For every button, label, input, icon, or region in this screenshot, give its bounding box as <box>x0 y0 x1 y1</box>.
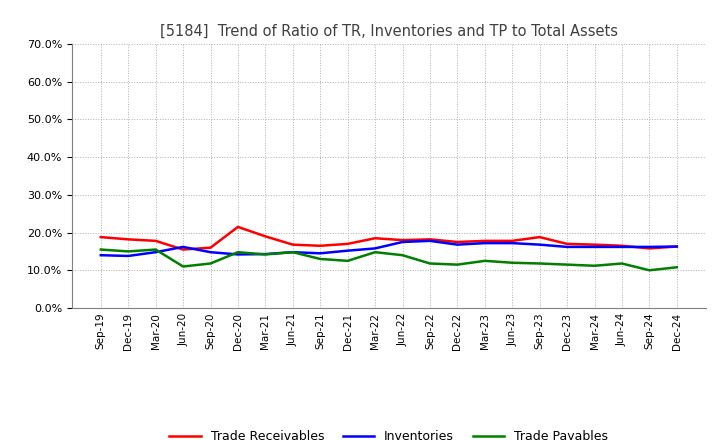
Inventories <box>124 253 132 259</box>
Inventories <box>453 242 462 247</box>
Title: [5184]  Trend of Ratio of TR, Inventories and TP to Total Assets: [5184] Trend of Ratio of TR, Inventories… <box>160 24 618 39</box>
Trade Payables <box>371 249 379 255</box>
Trade Payables <box>536 261 544 266</box>
Legend: Trade Receivables, Inventories, Trade Payables: Trade Receivables, Inventories, Trade Pa… <box>164 425 613 440</box>
Trade Payables <box>206 261 215 266</box>
Inventories <box>261 251 270 257</box>
Trade Receivables <box>371 235 379 241</box>
Inventories <box>590 244 599 249</box>
Trade Payables <box>508 260 516 265</box>
Trade Receivables <box>261 234 270 239</box>
Inventories <box>508 241 516 246</box>
Trade Payables <box>179 264 187 269</box>
Inventories <box>672 244 681 249</box>
Inventories <box>179 244 187 249</box>
Trade Payables <box>672 264 681 270</box>
Trade Receivables <box>480 238 489 243</box>
Trade Payables <box>96 247 105 252</box>
Inventories <box>316 251 325 256</box>
Inventories <box>289 249 297 255</box>
Inventories <box>426 238 434 243</box>
Trade Payables <box>590 263 599 268</box>
Trade Receivables <box>316 243 325 249</box>
Trade Receivables <box>343 241 352 246</box>
Trade Receivables <box>618 243 626 249</box>
Trade Payables <box>343 258 352 264</box>
Line: Trade Receivables: Trade Receivables <box>101 227 677 249</box>
Trade Receivables <box>124 237 132 242</box>
Trade Payables <box>124 249 132 254</box>
Trade Receivables <box>426 237 434 242</box>
Trade Receivables <box>645 246 654 251</box>
Inventories <box>151 249 160 255</box>
Trade Payables <box>563 262 572 267</box>
Trade Payables <box>645 268 654 273</box>
Inventories <box>233 252 242 257</box>
Trade Payables <box>618 261 626 266</box>
Inventories <box>206 249 215 255</box>
Trade Receivables <box>206 245 215 250</box>
Trade Receivables <box>289 242 297 247</box>
Trade Receivables <box>453 239 462 245</box>
Trade Receivables <box>590 242 599 247</box>
Trade Payables <box>261 252 270 257</box>
Trade Receivables <box>563 241 572 246</box>
Inventories <box>536 242 544 247</box>
Line: Trade Payables: Trade Payables <box>101 249 677 270</box>
Trade Payables <box>453 262 462 267</box>
Trade Payables <box>233 249 242 255</box>
Line: Inventories: Inventories <box>101 241 677 256</box>
Trade Receivables <box>151 238 160 243</box>
Inventories <box>645 244 654 249</box>
Inventories <box>398 239 407 245</box>
Inventories <box>371 246 379 251</box>
Inventories <box>96 253 105 258</box>
Trade Receivables <box>233 224 242 230</box>
Trade Receivables <box>179 247 187 252</box>
Inventories <box>618 244 626 249</box>
Trade Receivables <box>398 238 407 243</box>
Trade Payables <box>480 258 489 264</box>
Trade Payables <box>151 247 160 252</box>
Trade Receivables <box>536 235 544 240</box>
Trade Payables <box>316 257 325 262</box>
Inventories <box>343 248 352 253</box>
Trade Payables <box>289 249 297 255</box>
Trade Receivables <box>96 235 105 240</box>
Trade Payables <box>398 253 407 258</box>
Trade Receivables <box>672 244 681 249</box>
Trade Receivables <box>508 238 516 243</box>
Inventories <box>480 241 489 246</box>
Trade Payables <box>426 261 434 266</box>
Inventories <box>563 244 572 249</box>
